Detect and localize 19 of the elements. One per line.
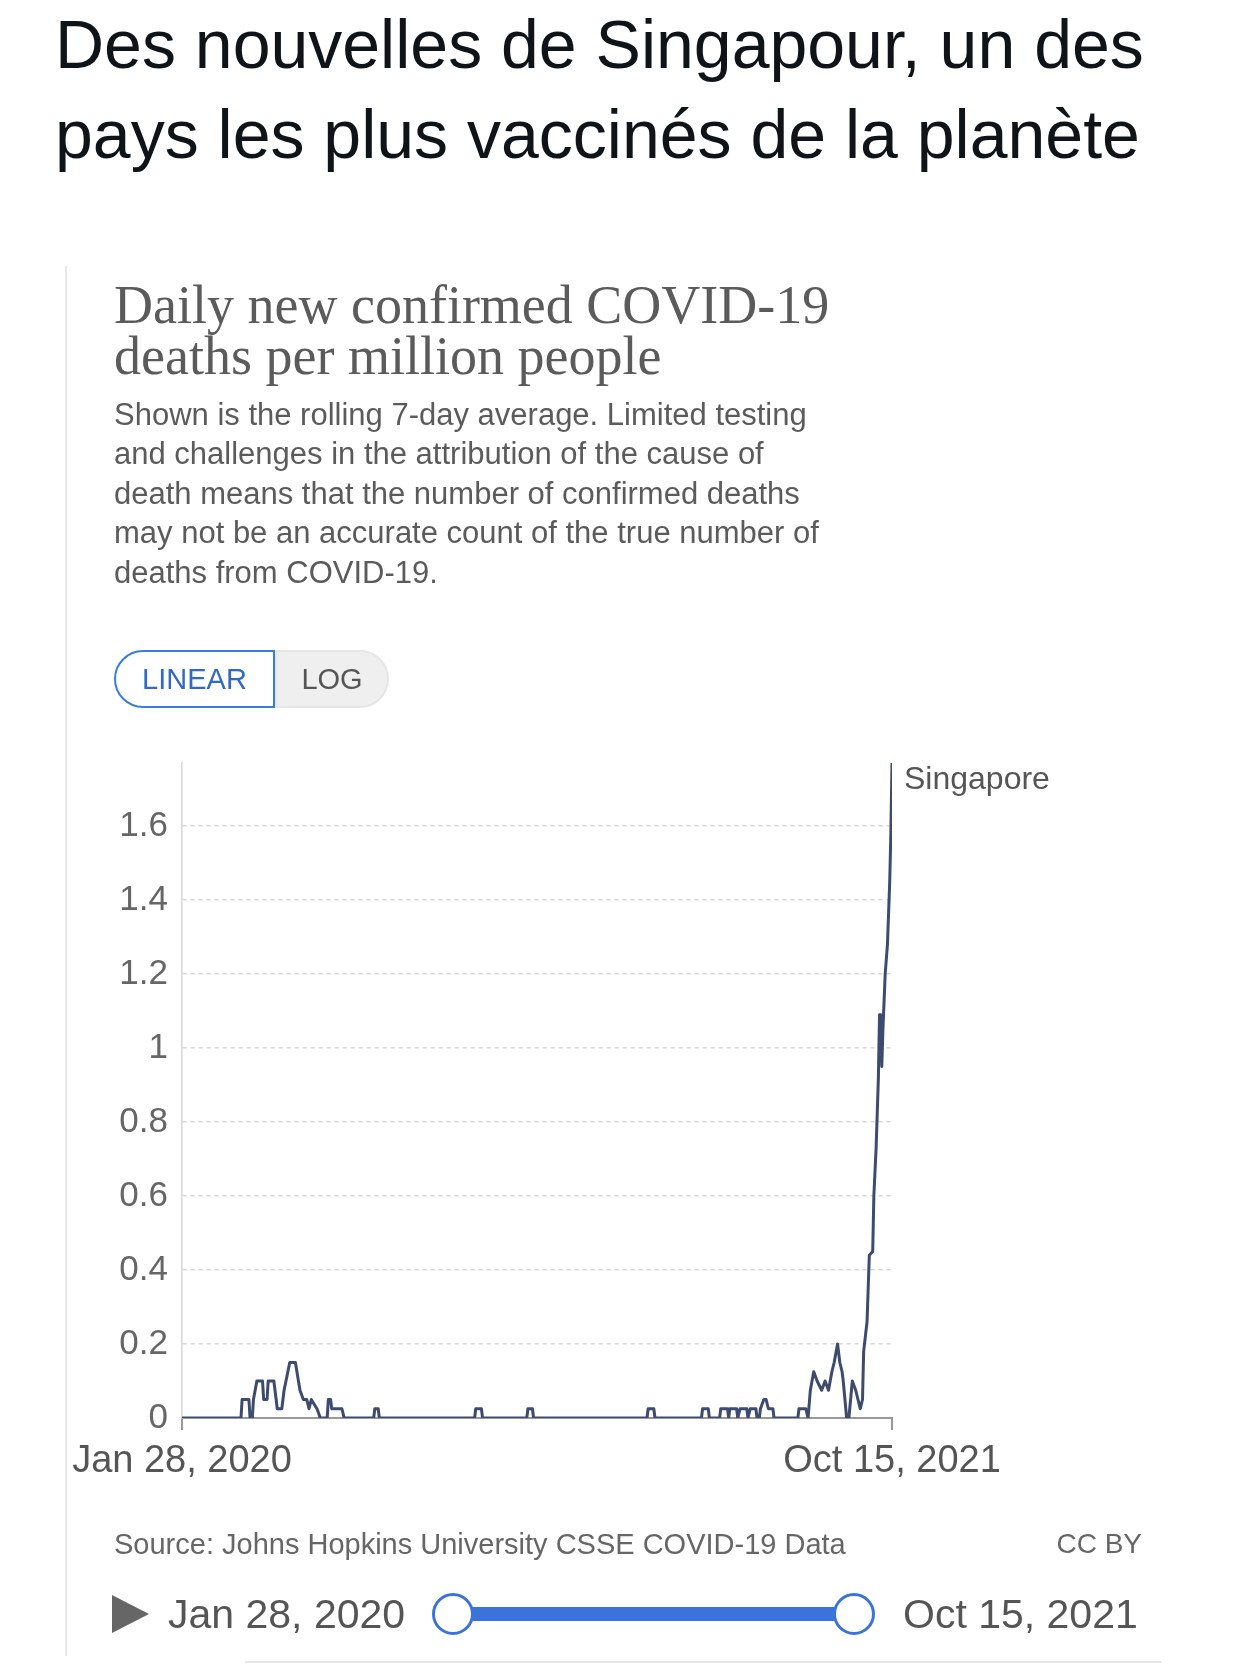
y-tick-label: 1.6 (119, 803, 168, 843)
y-tick-label: 1 (148, 1025, 168, 1065)
chart-subtitle: Daily new confirmed COVID-19 deaths per million people (114, 275, 831, 386)
text: CC BY (1056, 1527, 1142, 1561)
text: Oct 15, 2021 (903, 1590, 1138, 1638)
y-tick-label: 0.4 (119, 1247, 168, 1287)
y-tick-label: 0.2 (119, 1321, 168, 1361)
text: LINEAR (142, 662, 247, 696)
y-tick-label: 1.4 (119, 877, 168, 917)
y-tick-label: 0.6 (119, 1173, 168, 1213)
text: Jan 28, 2020 (168, 1590, 406, 1638)
text: LOG (301, 662, 363, 696)
y-tick-label: 0 (148, 1395, 168, 1435)
source-note: Source: Johns Hopkins University CSSE COVID-19 Data (114, 1527, 846, 1561)
series-label: Singapore (904, 759, 1050, 796)
text: Shown is the rolling 7-day average. Limited testing and challenges in the attribution of the cause of death means that the number of confirmed deaths may not be an accurate count of the true number of deaths from COVID-19. (114, 396, 820, 592)
y-tick-label: 0.8 (119, 1099, 168, 1139)
y-tick-label: 1.2 (119, 951, 168, 991)
chart-title: Des nouvelles de Singapour, un des pays les plus vaccinés de la planète (55, 5, 1145, 174)
